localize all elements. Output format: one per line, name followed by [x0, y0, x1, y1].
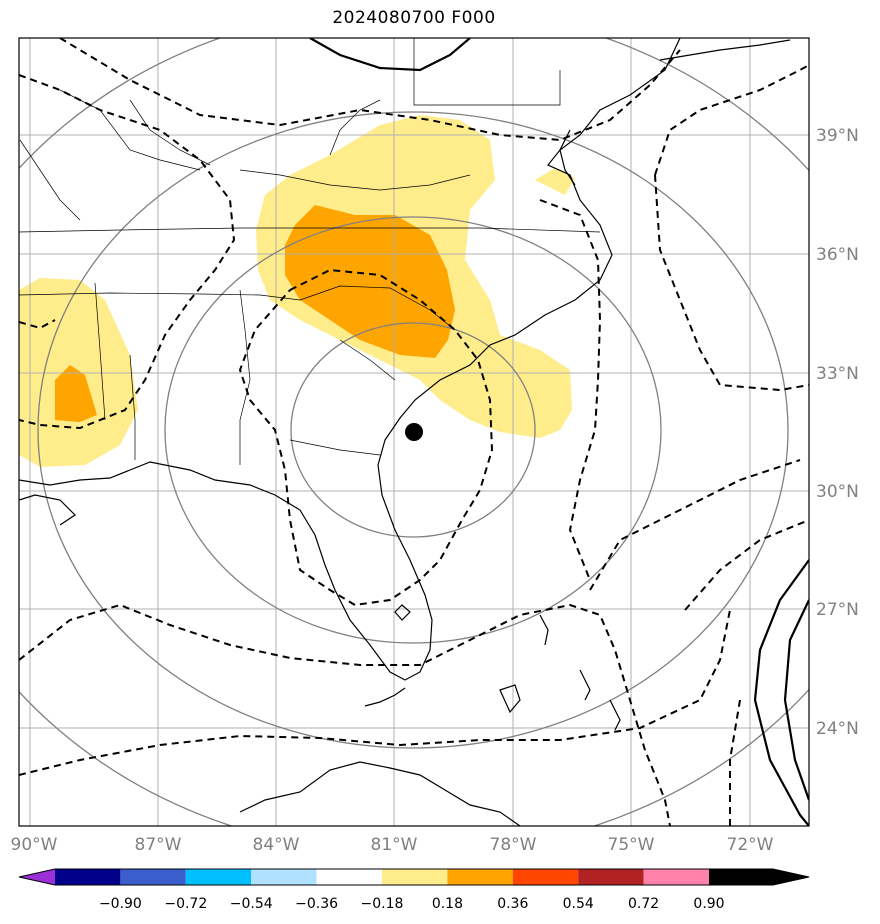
bahamas-3 [579, 669, 591, 701]
colorbar-bin [316, 869, 382, 885]
gulf-coast-east [19, 494, 76, 526]
lon-label: 75°W [608, 835, 655, 855]
colorbar-tick: 0.90 [693, 896, 724, 912]
lon-label: 72°W [727, 835, 774, 855]
coastlines [19, 38, 791, 826]
colorbar-tick: −0.36 [295, 896, 338, 912]
colorbar-bin [382, 869, 448, 885]
colorbar-extend-min [19, 869, 55, 885]
colorbar-bin [512, 869, 579, 885]
colorbar [18, 868, 810, 886]
shade-mid-mississippi [55, 365, 97, 422]
colorbar-tick: 0.18 [432, 896, 463, 912]
shade-mid-carolinas [285, 205, 455, 358]
longitude-labels: 90°W 87°W 84°W 81°W 78°W 75°W 72°W [11, 835, 774, 855]
shaded-field [19, 115, 575, 467]
lat-label: 27°N [816, 600, 859, 620]
colorbar-bin [185, 869, 252, 885]
lat-label: 30°N [816, 482, 859, 502]
lake-okeechobee [394, 604, 411, 621]
bahamas-1 [499, 684, 521, 714]
lon-label: 87°W [135, 835, 182, 855]
range-rings [19, 38, 809, 826]
gridlines [19, 38, 809, 826]
bahamas-2 [539, 614, 549, 646]
colorbar-bin [578, 869, 644, 885]
lat-label: 33°N [816, 364, 859, 384]
map-area [19, 38, 809, 826]
east-coast [19, 38, 681, 681]
center-point-marker [405, 423, 423, 441]
lon-label: 78°W [490, 835, 537, 855]
delmarva [559, 129, 576, 186]
map-frame [18, 37, 810, 827]
colorbar-tick: −0.54 [230, 896, 273, 912]
colorbar-bin [120, 869, 186, 885]
colorbar-tick: −0.72 [164, 896, 207, 912]
ne-coast [659, 39, 791, 61]
colorbar-tick: −0.18 [361, 896, 404, 912]
colorbar-tick: 0.36 [497, 896, 528, 912]
colorbar-extend-max [709, 869, 809, 885]
lon-label: 81°W [371, 835, 418, 855]
lat-label: 36°N [816, 245, 859, 265]
bahamas-4 [609, 699, 621, 731]
dashed-contours [19, 38, 809, 826]
colorbar-tick: −0.90 [99, 896, 142, 912]
latitude-labels: 39°N 36°N 33°N 30°N 27°N 24°N [816, 126, 859, 739]
colorbar-bin [251, 869, 317, 885]
colorbar-bin [447, 869, 513, 885]
map-title: 2024080700 F000 [332, 8, 496, 28]
lon-label: 84°W [253, 835, 300, 855]
colorbar-bin [643, 869, 709, 885]
colorbar-tick-labels: −0.90 −0.72 −0.54 −0.36 −0.18 0.18 0.36 … [99, 896, 725, 912]
cuba [239, 761, 521, 826]
florida-keys [364, 687, 406, 707]
lat-label: 24°N [816, 719, 859, 739]
colorbar-bin [55, 869, 121, 885]
lat-label: 39°N [816, 126, 859, 146]
solid-contours [309, 38, 809, 826]
colorbar-tick: 0.54 [563, 896, 594, 912]
shade-low-delmarva [535, 168, 575, 195]
lon-label: 90°W [11, 835, 58, 855]
colorbar-tick: 0.72 [628, 896, 659, 912]
